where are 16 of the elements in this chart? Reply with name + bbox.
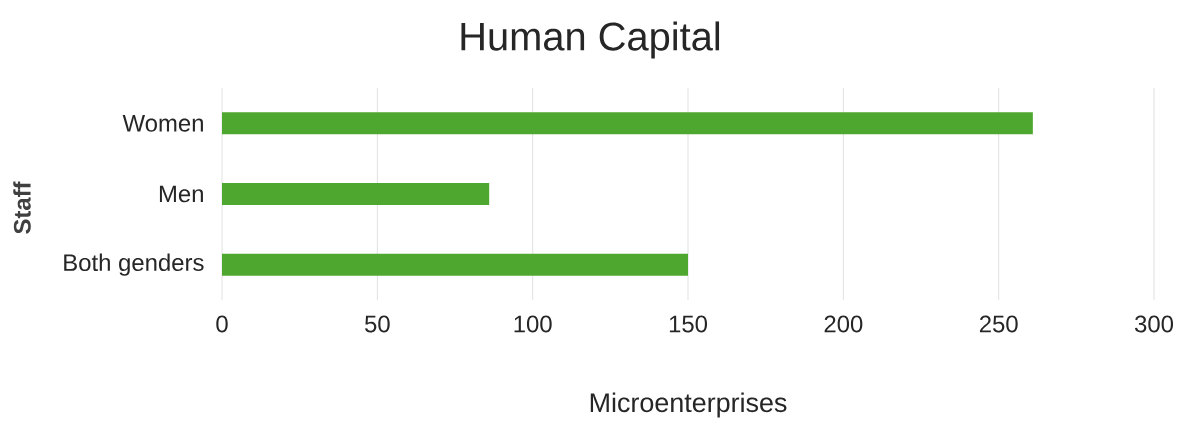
chart-title: Human Capital xyxy=(461,21,720,59)
y-tick-label: Both genders xyxy=(64,253,204,276)
y-tick-label: Women xyxy=(122,114,203,132)
x-tick-label: 300 xyxy=(1134,315,1174,333)
x-tick-label: 0 xyxy=(216,315,228,333)
x-tick-label: 200 xyxy=(824,315,863,333)
x-tick-label: 250 xyxy=(979,315,1018,333)
x-tick-label: 150 xyxy=(669,315,708,333)
x-tick-label: 50 xyxy=(365,315,390,333)
y-tick-label: Men xyxy=(159,185,203,203)
bar xyxy=(222,112,1033,135)
bar xyxy=(222,253,689,276)
x-axis-title: Microenterprises xyxy=(590,392,787,418)
y-axis-title: Staff xyxy=(13,181,31,234)
x-tick-label: 100 xyxy=(514,315,552,333)
bar xyxy=(222,183,490,205)
